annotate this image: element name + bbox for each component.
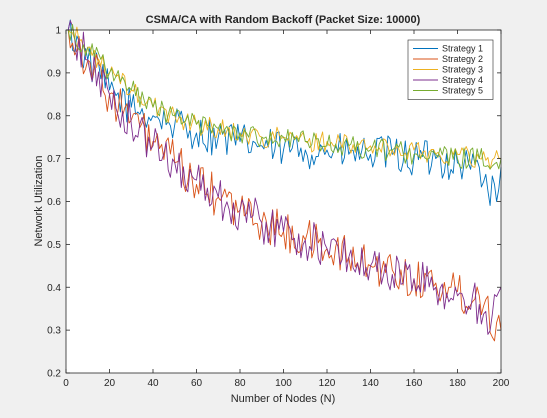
legend-label-4: Strategy 4 <box>442 75 483 85</box>
y-tick-label: 0.4 <box>47 283 61 294</box>
x-axis-label: Number of Nodes (N) <box>231 393 336 405</box>
x-tick-label: 60 <box>191 378 203 389</box>
x-tick-label: 120 <box>319 378 336 389</box>
x-tick-label: 40 <box>147 378 159 389</box>
y-tick-label: 0.8 <box>47 111 61 122</box>
y-tick-label: 0.3 <box>47 326 61 337</box>
x-tick-label: 160 <box>406 378 423 389</box>
legend-label-2: Strategy 2 <box>442 54 483 64</box>
series-line-4 <box>67 20 502 335</box>
x-tick-label: 180 <box>449 378 466 389</box>
y-tick-label: 0.9 <box>47 68 61 79</box>
y-tick-label: 1 <box>55 26 61 37</box>
y-axis-label: Network Utilization <box>33 155 45 246</box>
x-tick-label: 20 <box>104 378 116 389</box>
legend-label-5: Strategy 5 <box>442 86 483 96</box>
x-tick-label: 0 <box>63 378 69 389</box>
x-tick-label: 200 <box>493 378 510 389</box>
series-line-5 <box>67 23 502 170</box>
axis-layer: 0 20 40 60 80 100 120 140 160 180 200 0.2 0.3 0.4 0.5 0… <box>47 26 510 390</box>
legend-label-1: Strategy 1 <box>442 44 483 54</box>
series-line-1 <box>67 19 502 206</box>
series-layer <box>67 19 502 342</box>
series-line-3 <box>67 26 502 170</box>
legend-label-3: Strategy 3 <box>442 65 483 75</box>
y-tick-label: 0.2 <box>47 369 61 380</box>
y-tick-label: 0.7 <box>47 154 61 165</box>
series-line-2 <box>67 29 502 342</box>
x-tick-label: 100 <box>275 378 292 389</box>
x-tick-label: 80 <box>234 378 246 389</box>
chart-title: CSMA/CA with Random Backoff (Packet Size… <box>146 14 421 26</box>
y-tick-label: 0.5 <box>47 240 61 251</box>
x-tick-label: 140 <box>362 378 379 389</box>
y-tick-label: 0.6 <box>47 197 61 208</box>
